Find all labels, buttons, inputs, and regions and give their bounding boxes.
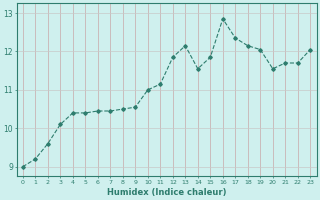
X-axis label: Humidex (Indice chaleur): Humidex (Indice chaleur) bbox=[107, 188, 226, 197]
